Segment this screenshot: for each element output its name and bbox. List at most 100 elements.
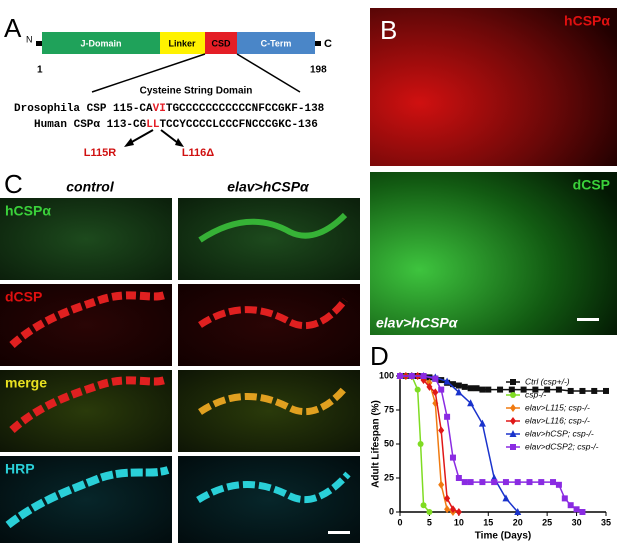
sequence: Human CSPα 113-CGLLTCCYCCCCLCCCFNCCCGKC-… bbox=[34, 119, 318, 131]
marker bbox=[417, 441, 424, 447]
scale-bar bbox=[577, 318, 599, 321]
panel-c: C control elav>hCSPα hCSPα dCSP merge HR… bbox=[0, 169, 360, 543]
y-tick-label: 50 bbox=[384, 438, 394, 448]
micrograph bbox=[0, 456, 172, 543]
marker bbox=[455, 382, 462, 389]
stain bbox=[9, 291, 167, 348]
domain-box bbox=[237, 32, 315, 54]
legend-label: elav>hCSP; csp-/- bbox=[525, 428, 594, 438]
x-tick-label: 30 bbox=[572, 517, 582, 527]
marker bbox=[432, 388, 439, 397]
panel-a: A N J-Domain Linker CSD C-Term C 1 198 C… bbox=[4, 13, 332, 159]
marker bbox=[550, 479, 557, 486]
legend-marker bbox=[510, 392, 516, 398]
marker bbox=[478, 419, 486, 427]
marker bbox=[473, 385, 480, 392]
row-label: hCSPα bbox=[5, 203, 51, 219]
subtitle: Cysteine String Domain bbox=[140, 86, 253, 97]
marker bbox=[514, 479, 521, 486]
legend-marker bbox=[510, 404, 516, 412]
panel-letter: A bbox=[4, 13, 22, 43]
zoom-line bbox=[236, 53, 301, 93]
marker bbox=[603, 387, 609, 394]
arrow-head bbox=[175, 138, 184, 147]
marker bbox=[467, 385, 474, 392]
marker bbox=[508, 386, 515, 393]
marker bbox=[561, 495, 568, 502]
panel-letter: B bbox=[380, 15, 397, 45]
marker bbox=[532, 386, 539, 393]
marker bbox=[449, 381, 456, 388]
marker bbox=[397, 373, 403, 379]
marker bbox=[432, 375, 439, 382]
marker bbox=[514, 508, 522, 515]
scale-bar bbox=[328, 531, 350, 534]
marker bbox=[444, 413, 451, 420]
start-label: 1 bbox=[37, 65, 43, 76]
marker bbox=[408, 373, 415, 379]
marker bbox=[526, 479, 533, 486]
zoom-line bbox=[91, 53, 206, 93]
marker bbox=[567, 387, 574, 394]
legend-label: elav>dCSP2; csp-/- bbox=[525, 441, 599, 451]
c-label: C bbox=[324, 38, 332, 50]
marker bbox=[573, 506, 580, 513]
y-tick-label: 0 bbox=[389, 506, 394, 516]
marker bbox=[420, 373, 427, 379]
domain-label: C-Term bbox=[261, 38, 292, 48]
panel-b: B B hCSPα dCSP elav>hCSPα bbox=[370, 8, 617, 335]
marker bbox=[467, 479, 474, 486]
marker bbox=[555, 386, 562, 393]
marker bbox=[591, 387, 598, 394]
marker bbox=[567, 502, 574, 509]
legend-marker bbox=[510, 417, 516, 425]
marker bbox=[426, 382, 433, 391]
marker bbox=[444, 505, 451, 514]
marker bbox=[414, 386, 421, 393]
arrow bbox=[129, 129, 154, 144]
series-line bbox=[400, 375, 460, 513]
column-label: elav>hCSPα bbox=[227, 179, 310, 195]
marker bbox=[491, 479, 498, 486]
channel-label: hCSPα bbox=[564, 13, 610, 29]
panel-letter: D bbox=[370, 341, 389, 371]
marker bbox=[449, 454, 456, 461]
stain bbox=[196, 471, 351, 504]
panel-d: D 0 25 50 75 100 0 5 10 15 20 25 30 35 Time (Days) Adu… bbox=[370, 341, 611, 542]
micrograph bbox=[178, 370, 360, 452]
domain-label: J-Domain bbox=[80, 38, 121, 48]
marker bbox=[455, 508, 462, 516]
panel-letter: C bbox=[4, 169, 23, 199]
x-tick-label: 25 bbox=[542, 517, 552, 527]
x-tick-label: 15 bbox=[483, 517, 493, 527]
stain bbox=[5, 466, 170, 529]
marker bbox=[455, 388, 463, 396]
sequence: Drosophila CSP 115-CAVITGCCCCCCCCCCCNFCC… bbox=[14, 103, 325, 115]
series-line bbox=[400, 375, 583, 513]
micrograph bbox=[370, 172, 617, 335]
domain-box bbox=[160, 32, 205, 54]
stub bbox=[36, 41, 42, 46]
x-tick-label: 5 bbox=[427, 517, 432, 527]
series-line bbox=[400, 375, 430, 513]
marker bbox=[579, 387, 586, 394]
marker bbox=[444, 494, 451, 503]
stain bbox=[9, 376, 167, 433]
marker bbox=[426, 509, 433, 515]
legend-marker bbox=[509, 430, 517, 437]
y-tick-label: 25 bbox=[384, 472, 394, 482]
marker bbox=[485, 386, 492, 393]
series-line bbox=[400, 375, 454, 513]
marker bbox=[555, 481, 562, 488]
x-axis-label: Time (Days) bbox=[475, 531, 532, 542]
x-tick-label: 10 bbox=[454, 517, 464, 527]
micrograph bbox=[178, 198, 360, 280]
legend-label: elav>L116; csp-/- bbox=[525, 415, 590, 425]
stain bbox=[198, 297, 348, 330]
marker bbox=[467, 399, 475, 407]
arrow bbox=[160, 129, 179, 144]
marker bbox=[438, 426, 445, 435]
micrograph bbox=[178, 456, 360, 543]
x-tick-label: 0 bbox=[397, 517, 402, 527]
